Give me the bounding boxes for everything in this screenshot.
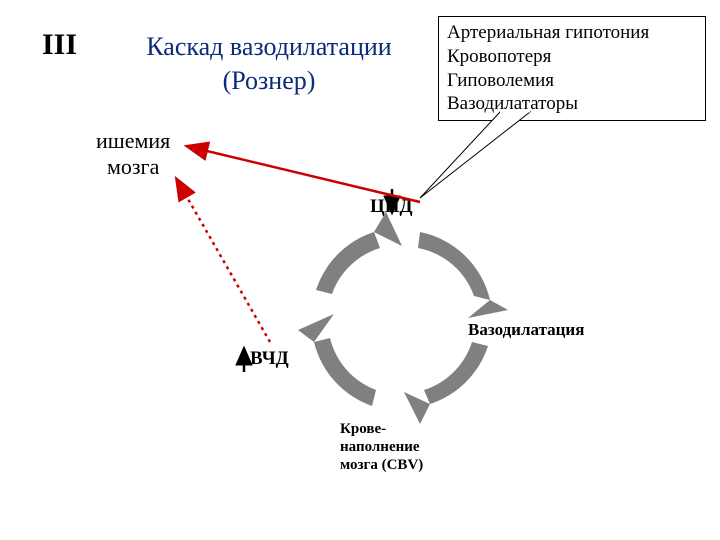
diagram-svg	[0, 0, 720, 540]
red-arrow-solid	[186, 146, 420, 202]
red-arrow-dotted	[176, 178, 270, 342]
cycle-arrows	[298, 212, 508, 424]
callout-tail	[420, 112, 530, 198]
